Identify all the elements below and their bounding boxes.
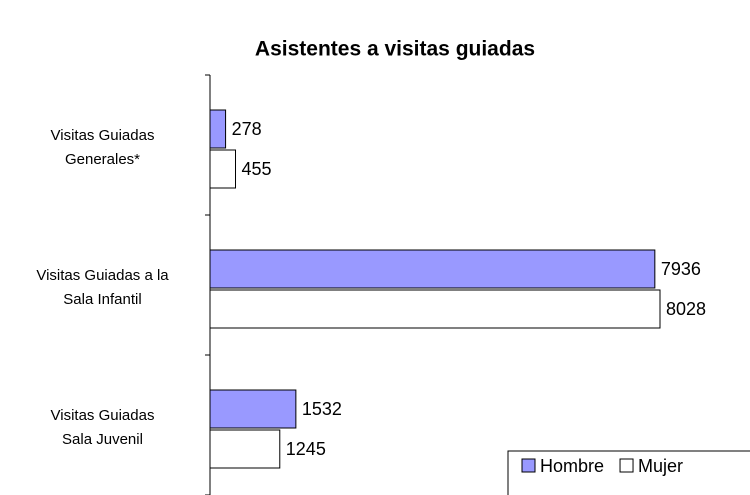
bar bbox=[209, 109, 227, 149]
chart-title: Asistentes a visitas guiadas bbox=[255, 38, 535, 61]
bar bbox=[209, 289, 661, 329]
value-label: 1532 bbox=[302, 399, 342, 419]
category-label: Visitas Guiadas Generales* bbox=[50, 127, 155, 168]
value-label: 7936 bbox=[661, 259, 701, 279]
value-label: 8028 bbox=[666, 299, 706, 319]
bar bbox=[209, 249, 656, 289]
legend-swatch bbox=[521, 458, 536, 473]
value-label: 278 bbox=[232, 119, 262, 139]
legend-label: Hombre bbox=[540, 456, 604, 476]
value-label: 455 bbox=[242, 159, 272, 179]
legend-swatch bbox=[619, 458, 634, 473]
legend-label: Mujer bbox=[638, 456, 683, 476]
bar bbox=[209, 389, 297, 429]
legend-box bbox=[507, 450, 750, 495]
value-label: 1245 bbox=[286, 439, 326, 459]
bar bbox=[209, 149, 237, 189]
category-label: Visitas Guiadas a la Sala Infantil bbox=[36, 267, 169, 308]
category-label: Visitas Guiadas Sala Juvenil bbox=[50, 407, 155, 448]
bar bbox=[209, 429, 281, 469]
